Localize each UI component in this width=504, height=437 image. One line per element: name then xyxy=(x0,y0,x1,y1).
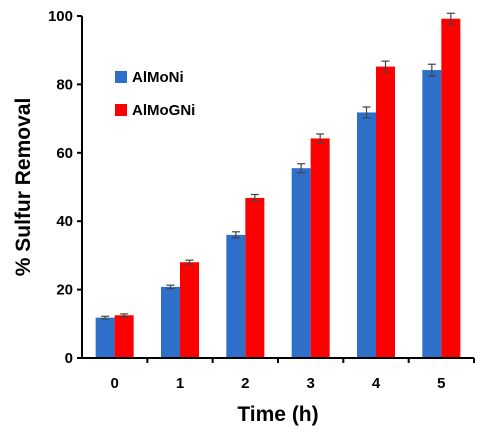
axes xyxy=(81,16,474,359)
legend-swatch-almoni xyxy=(115,71,127,83)
bar-almoni-0 xyxy=(95,317,115,358)
bar-almoni-2 xyxy=(226,234,246,358)
bar-almogni-3 xyxy=(310,138,330,358)
y-tick-label: 20 xyxy=(56,282,73,299)
y-tick-label: 80 xyxy=(56,76,73,93)
bar-almogni-4 xyxy=(376,66,395,358)
bar-almoni-5 xyxy=(422,70,442,358)
bar-almogni-2 xyxy=(245,197,265,358)
x-tick-label: 0 xyxy=(110,375,118,392)
bar-almogni-5 xyxy=(441,18,461,359)
plot-area xyxy=(95,12,461,359)
y-tick-label: 100 xyxy=(48,8,73,25)
x-tick-label: 4 xyxy=(372,375,381,392)
bar-almogni-0 xyxy=(114,315,134,358)
legend-label-almogni: AlMoGNi xyxy=(132,102,195,119)
y-ticks: 0 20 40 60 80 100 xyxy=(48,8,82,367)
x-tick-label: 2 xyxy=(241,375,249,392)
y-tick-label: 0 xyxy=(65,350,73,367)
legend-swatch-almogni xyxy=(115,104,127,116)
bar-almogni-1 xyxy=(180,262,199,358)
y-tick-label: 60 xyxy=(56,145,73,162)
bar-almoni-3 xyxy=(291,168,311,358)
bar-almoni-1 xyxy=(161,286,180,358)
legend-label-almoni: AlMoNi xyxy=(132,69,184,86)
y-tick-label: 40 xyxy=(56,213,73,230)
x-ticks: 0 1 2 3 4 5 xyxy=(110,358,475,392)
x-axis-title: Time (h) xyxy=(237,403,318,426)
bar-almoni-4 xyxy=(357,112,376,358)
x-tick-label: 5 xyxy=(437,375,445,392)
x-tick-label: 3 xyxy=(306,375,314,392)
x-tick-label: 1 xyxy=(176,375,184,392)
legend: AlMoNi AlMoGNi xyxy=(115,69,195,119)
y-axis-title: % Sulfur Removal xyxy=(12,98,35,277)
